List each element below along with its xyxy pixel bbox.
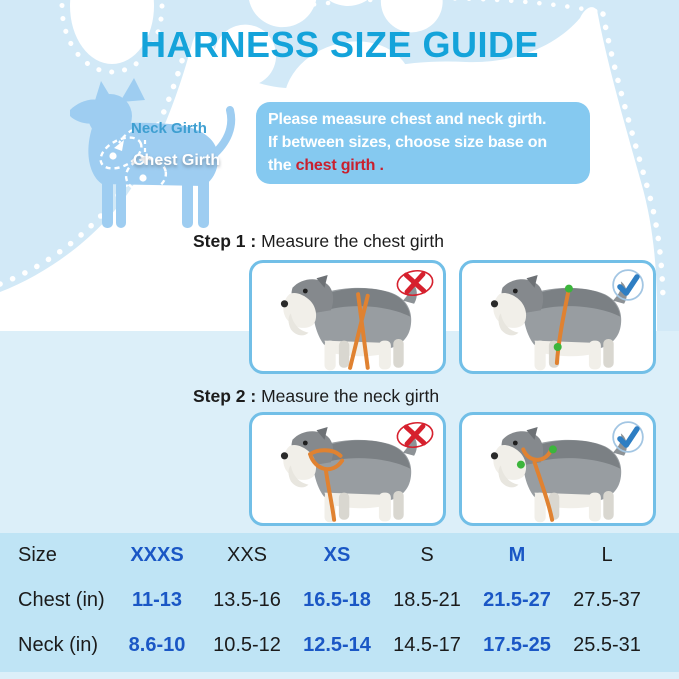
- neck-cell: 14.5-17: [393, 634, 461, 656]
- dog-measurement-diagram: [70, 78, 236, 228]
- dog-photo-neck-wrong: [254, 419, 443, 523]
- size-cell: XXS: [226, 544, 268, 566]
- measure-point-dot: [516, 460, 525, 469]
- speech-bubble-tail: [256, 124, 258, 144]
- row-label: Neck (in): [18, 634, 99, 656]
- measuring-tape: [308, 448, 345, 522]
- step2-text: Measure the neck girth: [256, 386, 440, 406]
- row-label: Size: [18, 544, 57, 566]
- size-cell: XXXS: [130, 544, 184, 566]
- page-title: HARNESS SIZE GUIDE: [139, 24, 540, 65]
- neck-cell: 10.5-12: [213, 634, 281, 656]
- size-cell: L: [601, 544, 613, 566]
- neck-cell: 8.6-10: [128, 634, 186, 656]
- row-label: Chest (in): [18, 589, 105, 611]
- chest-cell: 21.5-27: [483, 589, 551, 611]
- dog-photo-chest-correct: [464, 267, 653, 371]
- measuring-tape: [348, 292, 370, 370]
- bottom-background-strip: [0, 672, 679, 679]
- dog-tail: [208, 106, 236, 160]
- table-background-band: [0, 533, 679, 672]
- note-line-1: Please measure chest and neck girth.: [268, 111, 547, 128]
- girth-markings: [99, 129, 168, 193]
- chest-cell: 27.5-37: [573, 589, 641, 611]
- size-cell: S: [420, 544, 434, 566]
- note-line-3: the chest girth .: [268, 154, 578, 177]
- measurement-note-bubble: Please measure chest and neck girth. If …: [256, 102, 590, 184]
- size-table: Size XXXS XXS XS S M L Chest (in) 11-13 …: [0, 533, 679, 668]
- size-cell: XS: [323, 544, 351, 566]
- size-table-row-neck: Neck (in) 8.6-10 10.5-12 12.5-14 14.5-17…: [0, 623, 679, 668]
- dog-photo-chest-wrong: [254, 267, 443, 371]
- note-line-3-prefix: the: [268, 157, 296, 174]
- dog-photo-neck-correct: [464, 419, 653, 523]
- check-mark-icon: [610, 419, 646, 455]
- chest-girth-label: Chest Girth: [133, 152, 221, 169]
- measure-point-dot: [553, 343, 562, 351]
- neck-cell: 25.5-31: [573, 634, 641, 656]
- photo-card-neck-correct: [459, 412, 656, 526]
- chest-cell: 16.5-18: [303, 589, 371, 611]
- step1-caption: Step 1 : Measure the chest girth: [193, 231, 444, 252]
- step1-text: Measure the chest girth: [256, 231, 444, 251]
- measuring-tape: [521, 447, 555, 522]
- x-mark-icon: [394, 267, 436, 299]
- note-chest-girth-highlight: chest girth .: [295, 157, 384, 174]
- size-cell: M: [508, 544, 526, 566]
- photo-card-chest-correct: [459, 260, 656, 374]
- photo-card-chest-wrong: [249, 260, 446, 374]
- neck-cell: 17.5-25: [483, 634, 551, 656]
- measure-point-dot: [564, 284, 573, 293]
- measuring-tape: [554, 290, 571, 365]
- neck-girth-label: Neck Girth: [131, 120, 207, 137]
- photo-card-neck-wrong: [249, 412, 446, 526]
- measure-point-dot: [548, 445, 557, 454]
- check-mark-icon: [610, 267, 646, 303]
- step2-number: Step 2 :: [193, 386, 257, 406]
- size-table-row-chest: Chest (in) 11-13 13.5-16 16.5-18 18.5-21…: [0, 578, 679, 623]
- chest-cell: 11-13: [131, 589, 183, 611]
- step1-number: Step 1 :: [193, 231, 257, 251]
- size-table-row-size: Size XXXS XXS XS S M L: [0, 533, 679, 578]
- chest-cell: 18.5-21: [393, 589, 461, 611]
- neck-cell: 12.5-14: [303, 634, 371, 656]
- note-line-2: If between sizes, choose size base on: [268, 134, 547, 151]
- step2-caption: Step 2 : Measure the neck girth: [193, 386, 439, 407]
- chest-cell: 13.5-16: [213, 589, 281, 611]
- x-mark-icon: [394, 419, 436, 451]
